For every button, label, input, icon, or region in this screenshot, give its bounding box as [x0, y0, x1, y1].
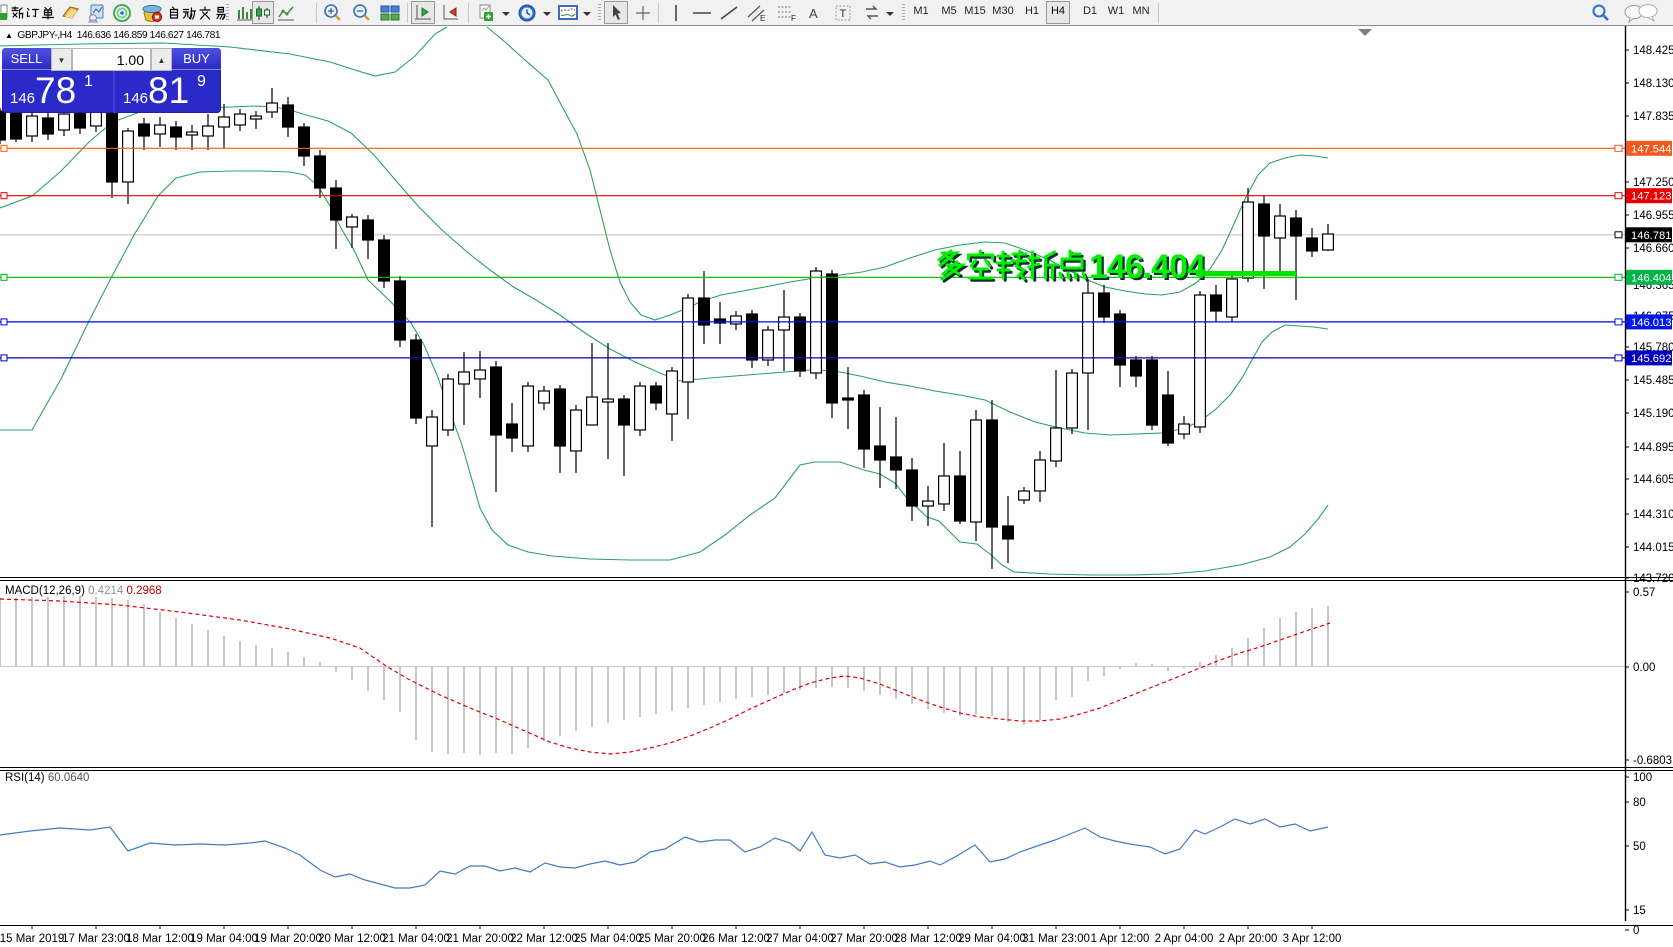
svg-text:147.123: 147.123: [1631, 191, 1671, 203]
svg-text:146.955: 146.955: [1633, 210, 1673, 222]
svg-text:144.310: 144.310: [1633, 509, 1673, 521]
svg-text:RSI(14) 60.0640: RSI(14) 60.0640: [5, 772, 89, 784]
svg-text:146.404: 146.404: [1631, 272, 1671, 284]
svg-text:31 Mar 23:00: 31 Mar 23:00: [1022, 933, 1090, 945]
svg-text:146.660: 146.660: [1633, 243, 1673, 255]
svg-text:19 Mar 20:00: 19 Mar 20:00: [254, 933, 322, 945]
svg-text:25 Mar 04:00: 25 Mar 04:00: [574, 933, 642, 945]
svg-text:19 Mar 04:00: 19 Mar 04:00: [190, 933, 258, 945]
svg-text:147.250: 147.250: [1633, 177, 1673, 189]
svg-text:2 Apr 04:00: 2 Apr 04:00: [1155, 933, 1214, 945]
svg-text:20 Mar 12:00: 20 Mar 12:00: [318, 933, 386, 945]
svg-text:T: T: [840, 8, 847, 20]
svg-text:MACD(12,26,9) 0.4214 0.2968: MACD(12,26,9) 0.4214 0.2968: [5, 585, 162, 597]
svg-text:E: E: [760, 14, 765, 23]
svg-text:18 Mar 12:00: 18 Mar 12:00: [126, 933, 194, 945]
svg-text:144.895: 144.895: [1633, 442, 1673, 454]
svg-text:15: 15: [1633, 905, 1646, 917]
svg-text:148.130: 148.130: [1633, 78, 1673, 90]
svg-text:28 Mar 12:00: 28 Mar 12:00: [894, 933, 962, 945]
svg-text:21 Mar 04:00: 21 Mar 04:00: [382, 933, 450, 945]
svg-text:15 Mar 2019: 15 Mar 2019: [0, 933, 64, 945]
svg-text:100: 100: [1633, 772, 1652, 784]
svg-text:0.57: 0.57: [1633, 587, 1655, 599]
svg-text:143.720: 143.720: [1633, 573, 1673, 585]
svg-text:147.835: 147.835: [1633, 111, 1673, 123]
svg-text:146.013: 146.013: [1631, 317, 1671, 329]
svg-text:-0.6803: -0.6803: [1633, 755, 1672, 767]
svg-text:146.781: 146.781: [1631, 230, 1671, 242]
svg-text:27 Mar 04:00: 27 Mar 04:00: [766, 933, 834, 945]
svg-text:29 Mar 04:00: 29 Mar 04:00: [958, 933, 1026, 945]
svg-text:22 Mar 12:00: 22 Mar 12:00: [510, 933, 578, 945]
svg-text:144.015: 144.015: [1633, 542, 1673, 554]
svg-text:145.485: 145.485: [1633, 375, 1673, 387]
svg-text:26 Mar 12:00: 26 Mar 12:00: [702, 933, 770, 945]
svg-text:146.404: 146.404: [1089, 248, 1206, 286]
svg-text:21 Mar 20:00: 21 Mar 20:00: [446, 933, 514, 945]
svg-text:80: 80: [1633, 797, 1646, 809]
svg-text:27 Mar 20:00: 27 Mar 20:00: [830, 933, 898, 945]
svg-text:3 Apr 12:00: 3 Apr 12:00: [1283, 933, 1342, 945]
svg-text:147.544: 147.544: [1631, 143, 1671, 155]
svg-text:0.00: 0.00: [1633, 662, 1655, 674]
svg-text:144.605: 144.605: [1633, 474, 1673, 486]
svg-text:17 Mar 23:00: 17 Mar 23:00: [62, 933, 130, 945]
svg-text:2 Apr 20:00: 2 Apr 20:00: [1219, 933, 1278, 945]
svg-text:25 Mar 20:00: 25 Mar 20:00: [638, 933, 706, 945]
svg-text:146.404: 146.404: [1091, 250, 1208, 288]
svg-text:0: 0: [1633, 925, 1639, 937]
svg-text:50: 50: [1633, 841, 1646, 853]
svg-text:F: F: [791, 14, 796, 23]
svg-text:145.692: 145.692: [1631, 353, 1671, 365]
svg-text:145.190: 145.190: [1633, 408, 1673, 420]
svg-text:1 Apr 12:00: 1 Apr 12:00: [1091, 933, 1150, 945]
svg-text:148.425: 148.425: [1633, 45, 1673, 57]
